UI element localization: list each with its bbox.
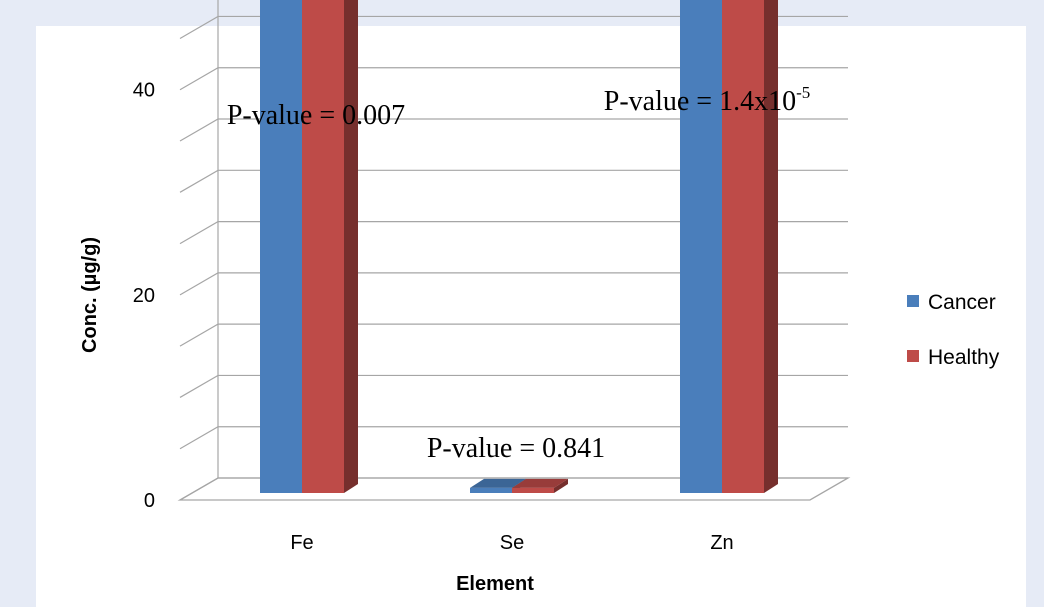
bar-healthy-fe bbox=[302, 0, 358, 494]
y-axis-title: Conc. (µg/g) bbox=[79, 237, 101, 353]
bar-healthy-se bbox=[512, 478, 568, 493]
bars bbox=[260, 0, 778, 494]
p-value-annotation-se: P-value = 0.841 bbox=[427, 433, 605, 464]
legend-swatch-healthy bbox=[907, 350, 919, 362]
legend-swatch-cancer bbox=[907, 295, 919, 307]
gridlines bbox=[179, 0, 848, 501]
p-value-annotation-zn: P-value = 1.4x10-5 bbox=[604, 83, 811, 117]
bar-healthy-zn bbox=[722, 0, 778, 493]
chart-panel bbox=[36, 26, 1026, 607]
p-value-annotation-fe: P-value = 0.007 bbox=[227, 100, 405, 131]
x-tick-label: Fe bbox=[290, 532, 313, 554]
y-tick-label: 20 bbox=[133, 285, 155, 307]
legend-label-healthy: Healthy bbox=[928, 346, 1000, 369]
legend: Cancer Healthy bbox=[907, 291, 1000, 369]
y-tick-label: 0 bbox=[144, 490, 155, 512]
y-tick-labels: 020406080100120 bbox=[133, 80, 155, 512]
annotations: P-value = 0.007 P-value = 0.841 P-value = … bbox=[227, 83, 810, 464]
x-tick-label: Se bbox=[500, 532, 524, 554]
legend-label-cancer: Cancer bbox=[928, 291, 996, 314]
x-tick-label: Zn bbox=[710, 532, 733, 554]
y-tick-label: 40 bbox=[133, 80, 155, 102]
x-axis-title: Element bbox=[456, 573, 534, 595]
x-tick-labels: Fe Se Zn bbox=[290, 532, 733, 554]
